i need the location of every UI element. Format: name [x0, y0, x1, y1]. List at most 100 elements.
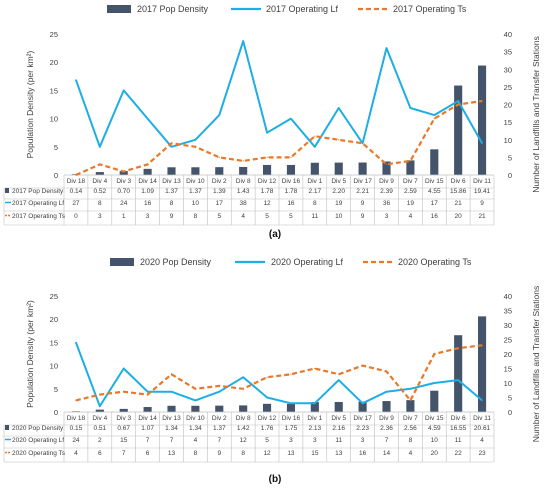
x-category-label: Div 6 — [451, 178, 466, 185]
table-cell-value: 21 — [478, 213, 486, 220]
data-point — [242, 40, 244, 42]
y2-tick-label: 0 — [508, 171, 512, 180]
bar-pop-density — [454, 85, 463, 175]
bar-pop-density — [358, 401, 367, 412]
table-cell-value: 0.15 — [70, 425, 83, 432]
table-cell-value: 2.13 — [309, 425, 322, 432]
table-cell-value: 0.51 — [94, 425, 107, 432]
data-point — [314, 146, 316, 148]
table-cell-value: 2.59 — [404, 188, 417, 195]
table-cell-value: 16 — [359, 450, 367, 457]
bar-pop-density — [286, 164, 296, 175]
table-cell-value: 22 — [455, 450, 463, 457]
data-point — [409, 388, 411, 390]
series-line-operating-ts — [75, 344, 483, 402]
x-category-label: Div 1 — [307, 178, 322, 185]
legend-swatch-bar — [107, 5, 131, 13]
x-category-label: Div 4 — [92, 178, 107, 185]
y2-tick-label: 15 — [504, 118, 512, 127]
bar-pop-density — [191, 167, 200, 175]
table-cell-value: 1.78 — [261, 188, 274, 195]
legend-entry: 2020 Operating Ts — [398, 257, 472, 267]
bar-pop-density — [239, 405, 248, 412]
bar-pop-density — [215, 167, 224, 175]
data-point — [99, 394, 101, 396]
table-cell-value: 23 — [478, 450, 486, 457]
data-point — [362, 142, 364, 144]
x-category-label: Div 12 — [258, 415, 277, 422]
table-cell-value: 13 — [168, 450, 176, 457]
table-cell-value: 15 — [120, 437, 128, 444]
data-point — [338, 379, 340, 381]
table-cell-value: 1.09 — [141, 188, 154, 195]
table-cell-value: 20.61 — [474, 425, 491, 432]
table-key-bar — [5, 188, 9, 193]
y2-tick-label: 10 — [504, 136, 512, 145]
y-axis-title: Population Density (per km²) — [25, 50, 35, 158]
table-cell-value: 20 — [431, 450, 439, 457]
table-cell-value: 4 — [241, 213, 245, 220]
table-cell-value: 8 — [170, 200, 174, 207]
data-point — [385, 163, 388, 166]
data-point — [290, 402, 292, 404]
data-point — [338, 107, 340, 109]
table-cell-value: 3 — [313, 437, 317, 444]
table-cell-value: 9 — [361, 200, 365, 207]
series-line-operating-lf — [74, 342, 483, 408]
data-point — [362, 365, 364, 367]
table-cell-value: 13 — [335, 450, 343, 457]
bar-pop-density — [334, 162, 343, 175]
table-cell-value: 0 — [74, 213, 78, 220]
y-tick-label: 20 — [50, 58, 58, 67]
data-point — [266, 156, 268, 158]
table-cell-value: 8 — [194, 213, 198, 220]
table-cell-value: 2.20 — [332, 188, 345, 195]
table-cell-value: 2.56 — [404, 425, 417, 432]
x-category-label: Div 15 — [425, 178, 444, 185]
table-cell-value: 7 — [170, 437, 174, 444]
data-point — [481, 142, 483, 144]
table-cell-value: 1.43 — [237, 188, 250, 195]
y2-tick-label: 35 — [504, 48, 512, 57]
data-point — [433, 382, 435, 384]
figure-caption: (b) — [269, 474, 282, 485]
table-cell-value: 8 — [194, 450, 198, 457]
data-point — [457, 103, 459, 106]
table-row-header: 2020 Operating Lf — [12, 437, 64, 444]
bar-pop-density — [215, 405, 224, 412]
figure-caption: (a) — [269, 229, 281, 240]
data-point — [194, 399, 196, 401]
data-point — [75, 174, 77, 176]
table-cell-value: 1.34 — [189, 425, 202, 432]
table-row-header: 2017 Operating Ts — [12, 213, 66, 220]
table-cell-value: 6 — [146, 450, 150, 457]
data-point — [409, 107, 411, 109]
data-point — [170, 142, 173, 144]
table-cell-value: 7 — [122, 450, 126, 457]
table-cell-value: 8 — [409, 437, 413, 444]
data-point — [99, 163, 101, 166]
chart-panel-2: 2020 Pop Density 2020 Operating Lf 2020 Op… — [3, 257, 541, 485]
y-axis-title: Population Density (per km²) — [25, 300, 35, 408]
x-category-label: Div 3 — [116, 415, 131, 422]
x-category-label: Div 1 — [307, 415, 322, 422]
table-cell-value: 11 — [335, 437, 342, 444]
x-category-label: Div 9 — [379, 415, 394, 422]
table-cell-value: 0.67 — [117, 425, 130, 432]
table-cell-value: 12 — [263, 200, 271, 207]
x-category-label: Div 13 — [162, 415, 181, 422]
table-cell-value: 4.59 — [428, 425, 441, 432]
bar-pop-density — [119, 171, 128, 175]
data-point — [194, 139, 196, 141]
x-category-label: Div 7 — [403, 415, 418, 422]
bar-pop-density — [310, 162, 319, 175]
legend-swatch-bar — [110, 258, 134, 266]
data-point — [75, 79, 77, 81]
table-cell-value: 2 — [98, 437, 102, 444]
data-point — [338, 373, 340, 375]
data-point — [194, 146, 196, 148]
data-point — [433, 114, 435, 116]
data-point — [266, 376, 268, 378]
y2-tick-label: 5 — [508, 153, 512, 162]
data-point — [433, 353, 435, 355]
